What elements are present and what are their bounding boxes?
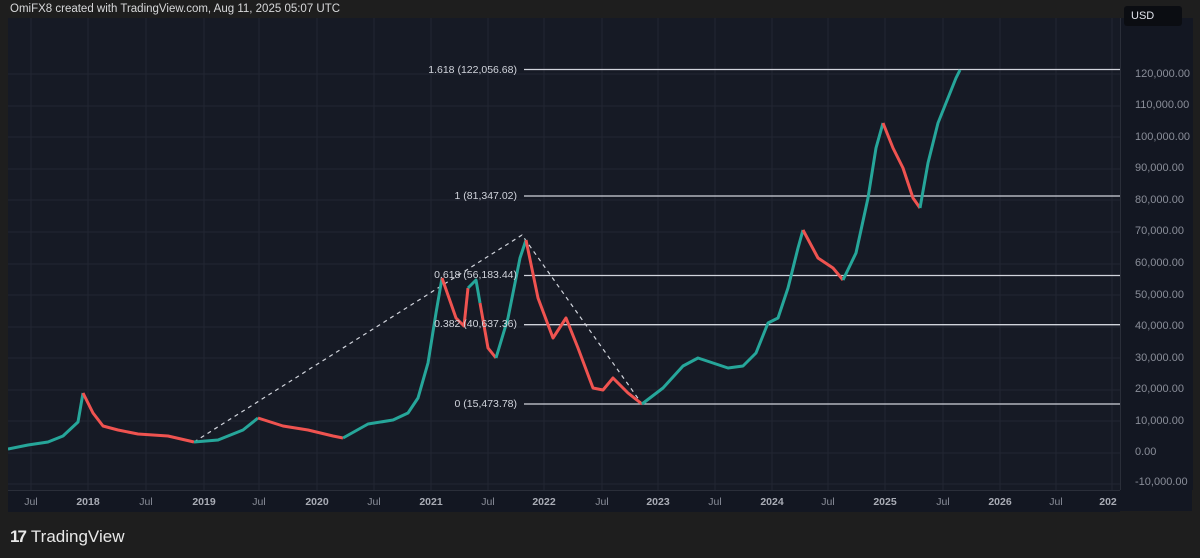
time-tick-year: 202 <box>1099 496 1117 508</box>
currency-button[interactable]: USD <box>1124 6 1182 26</box>
chart-frame: 1.618 (122,056.68) 1 (81,347.02) 0.618 (… <box>8 18 1193 512</box>
time-tick-year: 2024 <box>760 496 784 508</box>
plot-area[interactable]: 1.618 (122,056.68) 1 (81,347.02) 0.618 (… <box>8 18 1120 490</box>
price-axis[interactable]: 120,000.00 110,000.00 100,000.00 90,000.… <box>1120 18 1193 490</box>
time-tick-year: 2023 <box>646 496 670 508</box>
price-tick: 40,000.00 <box>1135 320 1184 332</box>
fib-label-0382: 0.382 (40,637.36) <box>434 318 517 330</box>
price-tick: 10,000.00 <box>1135 415 1184 427</box>
fib-lines <box>524 68 1120 405</box>
tradingview-logo[interactable]: 17 TradingView <box>10 527 124 547</box>
price-tick: 120,000.00 <box>1135 68 1191 80</box>
time-tick: Jul <box>821 496 835 508</box>
fib-label-0618: 0.618 (56,183.44) <box>434 269 517 281</box>
price-tick: -10,000.00 <box>1135 476 1188 488</box>
time-tick-year: 2018 <box>76 496 100 508</box>
price-tick: 60,000.00 <box>1135 257 1184 269</box>
time-tick-year: 2021 <box>419 496 443 508</box>
time-tick-year: 2020 <box>305 496 329 508</box>
candles <box>8 69 962 451</box>
time-tick: Jul <box>481 496 495 508</box>
time-tick: Jul <box>252 496 266 508</box>
time-tick: Jul <box>1049 496 1063 508</box>
time-tick-year: 2022 <box>532 496 556 508</box>
grid-lines <box>8 18 1120 490</box>
price-tick: 20,000.00 <box>1135 383 1184 395</box>
time-tick: Jul <box>708 496 722 508</box>
time-tick: Jul <box>139 496 153 508</box>
price-tick: 110,000.00 <box>1135 99 1190 111</box>
tradingview-logo-icon: 17 <box>10 527 27 546</box>
time-axis[interactable]: Jul 2018 Jul 2019 Jul 2020 Jul 2021 Jul … <box>8 490 1120 512</box>
brand-name: TradingView <box>30 527 125 546</box>
price-tick: 100,000.00 <box>1135 131 1191 143</box>
time-tick: Jul <box>24 496 38 508</box>
price-tick: 80,000.00 <box>1135 194 1184 206</box>
time-tick-year: 2026 <box>988 496 1012 508</box>
price-tick: 30,000.00 <box>1135 352 1184 364</box>
time-tick-year: 2019 <box>192 496 216 508</box>
time-tick-year: 2025 <box>873 496 897 508</box>
fib-label-1: 1 (81,347.02) <box>454 190 517 202</box>
fib-label-0: 0 (15,473.78) <box>454 398 517 410</box>
chart-attribution: OmiFX8 created with TradingView.com, Aug… <box>10 3 341 15</box>
fib-label-1618: 1.618 (122,056.68) <box>428 64 517 76</box>
price-tick: 0.00 <box>1135 446 1157 458</box>
price-tick: 50,000.00 <box>1135 289 1184 301</box>
price-tick: 70,000.00 <box>1135 225 1184 237</box>
time-tick: Jul <box>595 496 609 508</box>
time-tick: Jul <box>367 496 381 508</box>
fib-trend-lines <box>193 234 643 443</box>
time-tick: Jul <box>936 496 950 508</box>
price-tick: 90,000.00 <box>1135 162 1184 174</box>
price-chart <box>8 18 1120 490</box>
